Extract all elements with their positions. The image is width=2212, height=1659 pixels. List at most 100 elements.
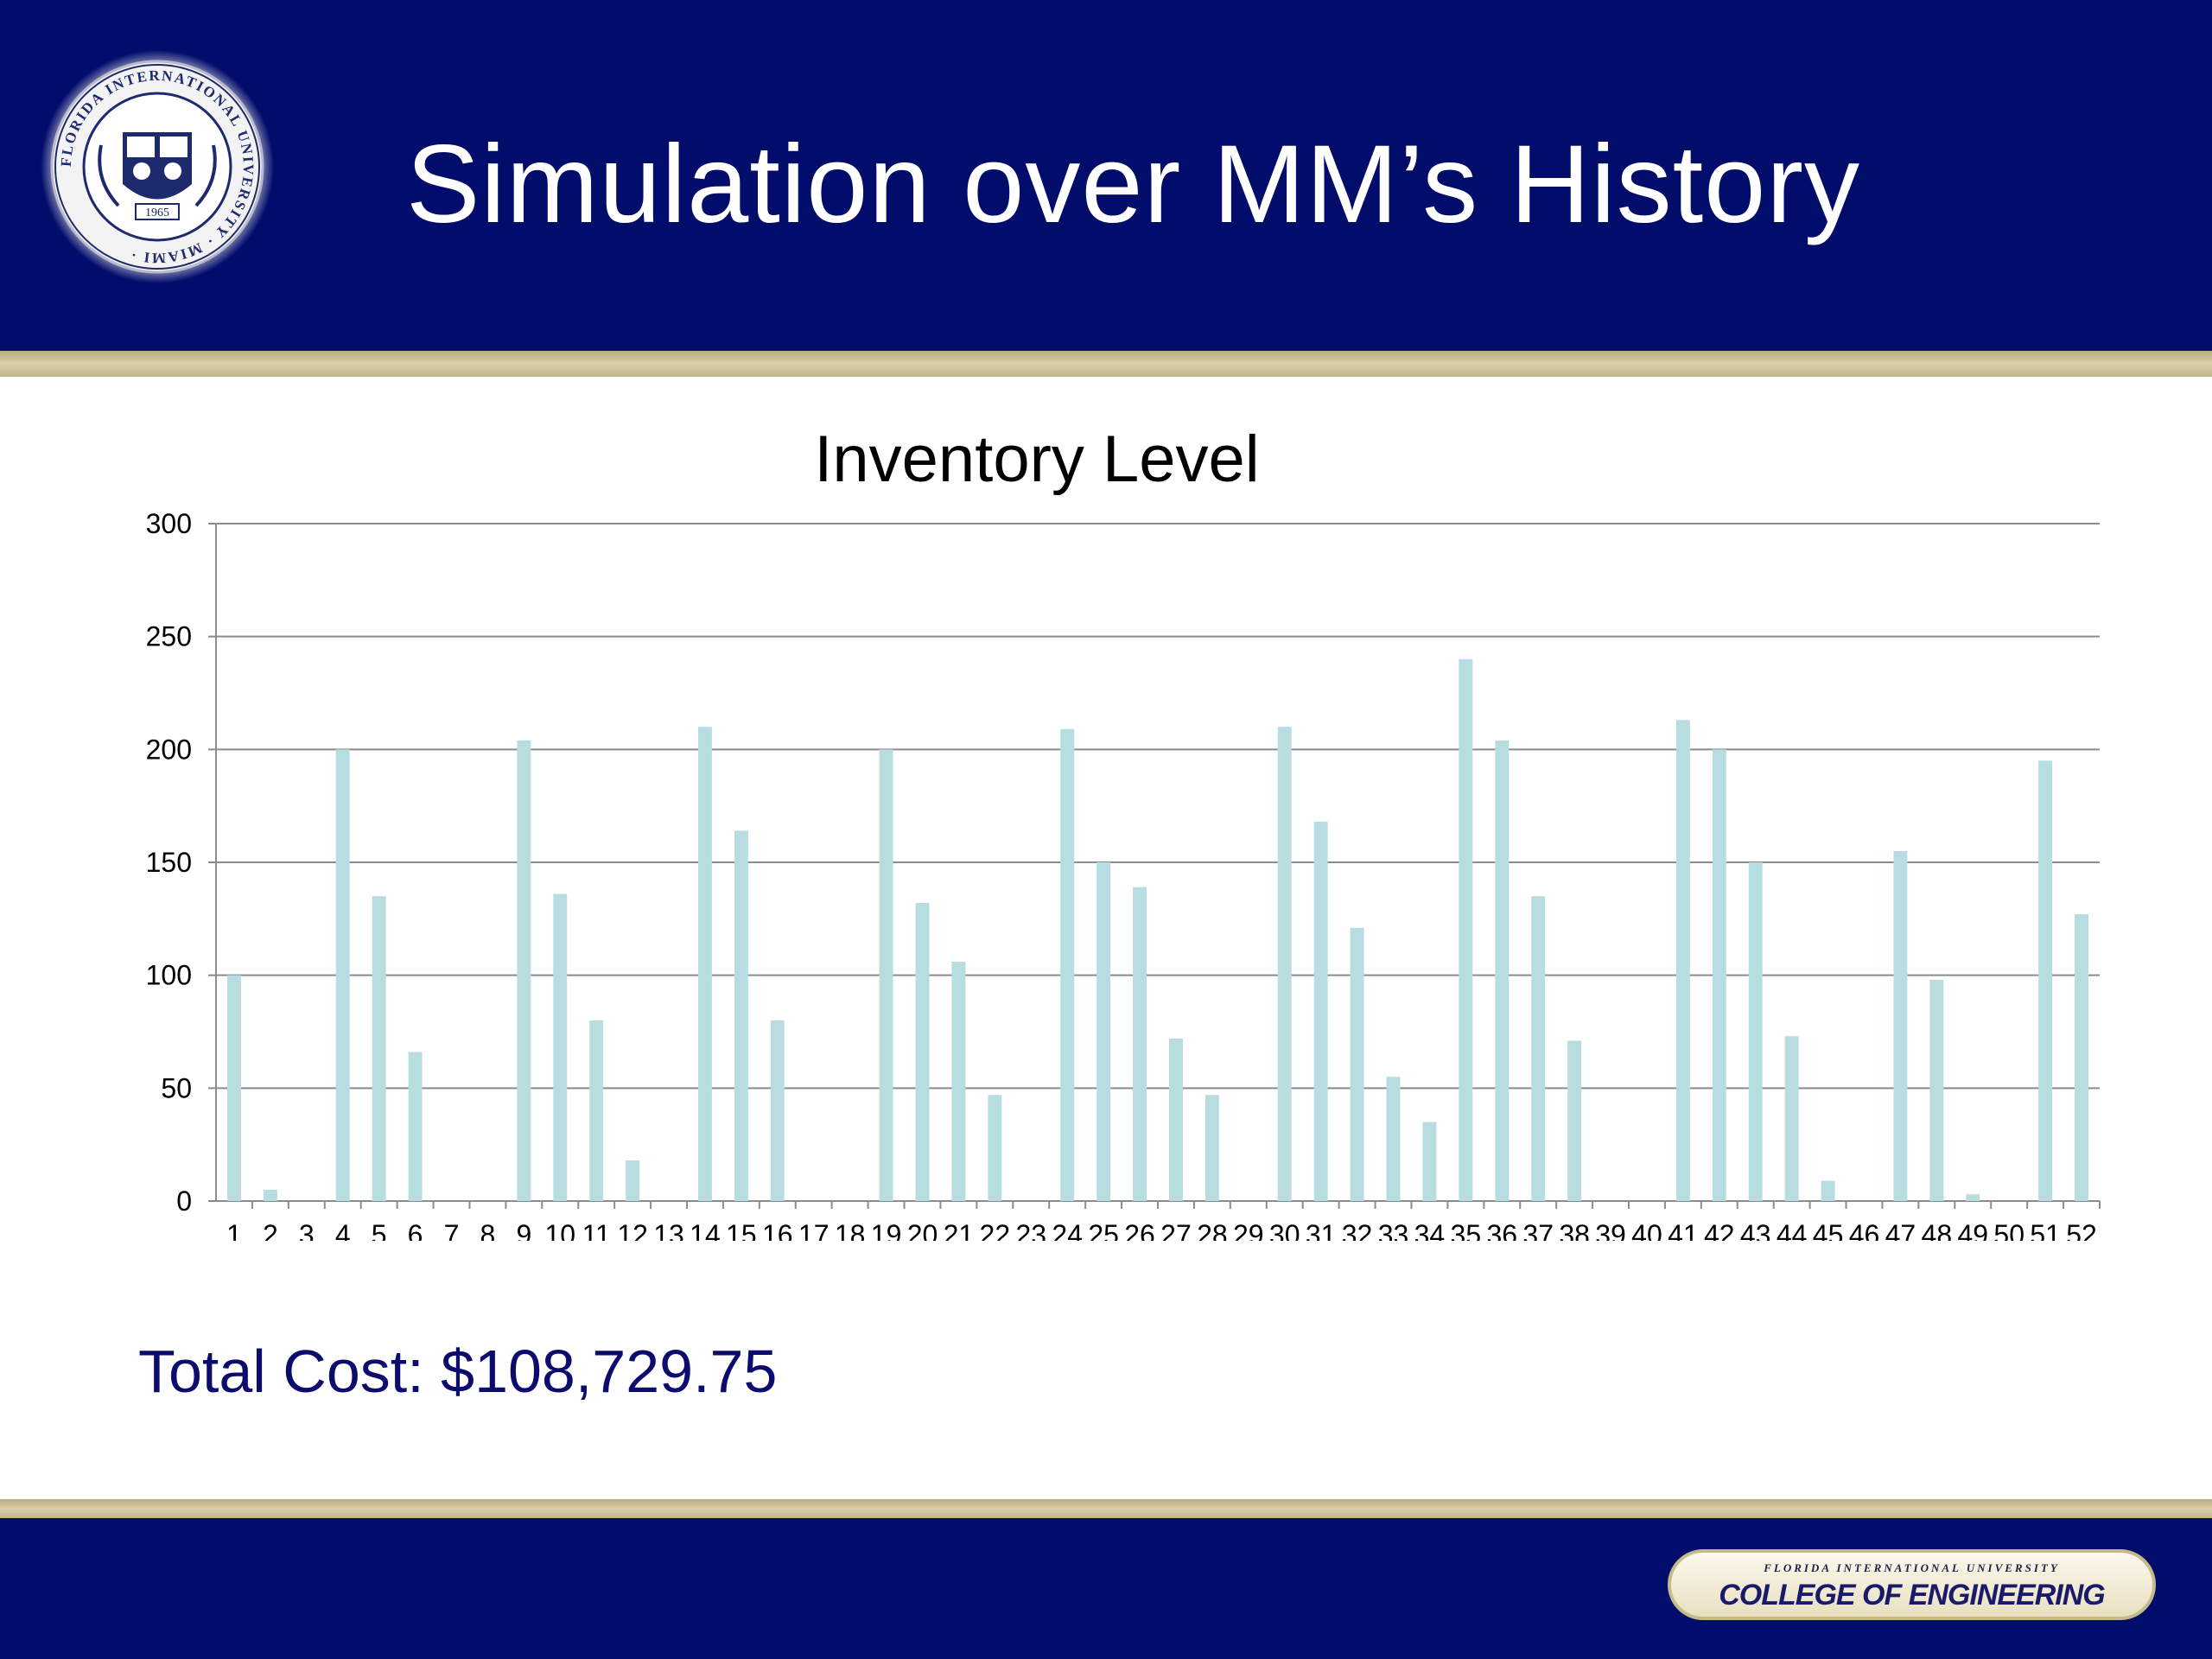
y-tick-label: 50 bbox=[161, 1072, 192, 1103]
x-tick-label: 1 bbox=[226, 1219, 242, 1241]
bar-week-49 bbox=[1966, 1194, 1980, 1201]
bar-week-19 bbox=[879, 749, 893, 1201]
y-tick-label: 100 bbox=[146, 960, 192, 991]
badge-university-text: FLORIDA INTERNATIONAL UNIVERSITY bbox=[1764, 1561, 2060, 1574]
bar-week-48 bbox=[1929, 979, 1944, 1201]
footer-gold-stripe bbox=[0, 1499, 2212, 1518]
x-tick-label: 21 bbox=[944, 1219, 975, 1241]
x-tick-label: 35 bbox=[1451, 1219, 1482, 1241]
x-tick-label: 9 bbox=[516, 1219, 531, 1241]
total-cost-text: Total Cost: $108,729.75 bbox=[138, 1338, 778, 1405]
x-tick-label: 2 bbox=[263, 1219, 278, 1241]
x-tick-label: 6 bbox=[408, 1219, 423, 1241]
x-tick-label: 32 bbox=[1342, 1219, 1373, 1241]
x-tick-label: 27 bbox=[1160, 1219, 1192, 1241]
y-tick-label: 0 bbox=[176, 1185, 192, 1217]
bar-week-28 bbox=[1205, 1095, 1219, 1201]
bar-week-14 bbox=[697, 727, 712, 1201]
bar-week-11 bbox=[589, 1020, 604, 1201]
bar-week-45 bbox=[1821, 1180, 1835, 1201]
bar-week-44 bbox=[1784, 1036, 1799, 1201]
college-of-engineering-logo: FLORIDA INTERNATIONAL UNIVERSITY COLLEGE… bbox=[1668, 1549, 2156, 1620]
x-tick-label: 46 bbox=[1849, 1219, 1880, 1241]
bar-week-41 bbox=[1675, 720, 1690, 1201]
x-tick-label: 49 bbox=[1957, 1219, 1988, 1241]
university-seal-logo: FLORIDA INTERNATIONAL UNIVERSITY · MIAMI… bbox=[41, 50, 274, 283]
x-tick-label: 34 bbox=[1414, 1219, 1446, 1241]
bar-week-27 bbox=[1168, 1038, 1183, 1201]
x-tick-label: 18 bbox=[835, 1219, 866, 1241]
x-tick-label: 5 bbox=[372, 1219, 387, 1241]
x-tick-label: 3 bbox=[299, 1219, 315, 1241]
bar-week-26 bbox=[1133, 887, 1147, 1201]
bar-week-36 bbox=[1495, 740, 1510, 1201]
x-tick-label: 24 bbox=[1052, 1219, 1083, 1241]
x-tick-label: 16 bbox=[762, 1219, 793, 1241]
x-tick-label: 10 bbox=[544, 1219, 575, 1241]
bar-week-31 bbox=[1313, 821, 1328, 1201]
bar-week-32 bbox=[1350, 927, 1364, 1201]
bar-week-22 bbox=[988, 1095, 1002, 1201]
x-tick-label: 50 bbox=[1993, 1219, 2024, 1241]
x-tick-label: 30 bbox=[1269, 1219, 1300, 1241]
x-tick-label: 20 bbox=[907, 1219, 938, 1241]
chart-title: Inventory Level bbox=[814, 423, 1260, 496]
bar-week-42 bbox=[1712, 749, 1726, 1201]
x-tick-label: 39 bbox=[1595, 1219, 1626, 1241]
x-tick-label: 52 bbox=[2066, 1219, 2097, 1241]
x-tick-label: 38 bbox=[1559, 1219, 1590, 1241]
x-tick-label: 43 bbox=[1740, 1219, 1771, 1241]
x-tick-label: 44 bbox=[1777, 1219, 1808, 1241]
bar-week-37 bbox=[1531, 896, 1546, 1201]
x-tick-label: 29 bbox=[1233, 1219, 1264, 1241]
x-tick-label: 15 bbox=[726, 1219, 757, 1241]
bar-week-35 bbox=[1459, 658, 1473, 1201]
x-tick-label: 4 bbox=[335, 1219, 351, 1241]
bar-week-34 bbox=[1422, 1122, 1437, 1201]
x-tick-label: 37 bbox=[1522, 1219, 1554, 1241]
x-tick-label: 28 bbox=[1197, 1219, 1228, 1241]
x-tick-label: 41 bbox=[1668, 1219, 1699, 1241]
header-gold-stripe bbox=[0, 351, 2212, 377]
x-tick-label: 33 bbox=[1378, 1219, 1409, 1241]
x-tick-label: 11 bbox=[582, 1219, 611, 1241]
x-tick-label: 13 bbox=[653, 1219, 684, 1241]
x-tick-label: 19 bbox=[871, 1219, 902, 1241]
bar-week-2 bbox=[263, 1189, 277, 1201]
x-tick-label: 42 bbox=[1704, 1219, 1735, 1241]
bar-week-10 bbox=[553, 893, 568, 1201]
bar-week-6 bbox=[408, 1052, 423, 1201]
bar-week-4 bbox=[335, 749, 350, 1201]
bar-week-43 bbox=[1748, 862, 1763, 1201]
x-tick-label: 26 bbox=[1124, 1219, 1155, 1241]
x-tick-label: 25 bbox=[1088, 1219, 1119, 1241]
slide-title: Simulation over MM’s History bbox=[406, 123, 1860, 246]
seal-year: 1965 bbox=[145, 207, 169, 219]
y-tick-label: 250 bbox=[146, 621, 192, 652]
bar-week-9 bbox=[517, 740, 531, 1201]
bar-week-38 bbox=[1567, 1040, 1582, 1201]
x-tick-label: 48 bbox=[1922, 1219, 1953, 1241]
x-tick-label: 7 bbox=[444, 1219, 460, 1241]
bar-week-12 bbox=[626, 1160, 640, 1201]
x-tick-label: 23 bbox=[1015, 1219, 1046, 1241]
bar-week-33 bbox=[1386, 1077, 1401, 1201]
y-tick-label: 150 bbox=[146, 847, 192, 878]
badge-college-text: COLLEGE OF ENGINEERING bbox=[1719, 1579, 2105, 1611]
x-tick-label: 8 bbox=[480, 1219, 496, 1241]
x-tick-label: 47 bbox=[1885, 1219, 1916, 1241]
y-tick-label: 300 bbox=[146, 508, 192, 539]
x-tick-label: 14 bbox=[690, 1219, 721, 1241]
bar-week-24 bbox=[1060, 728, 1075, 1201]
bar-week-52 bbox=[2075, 914, 2089, 1201]
bar-week-1 bbox=[226, 975, 241, 1201]
x-tick-label: 31 bbox=[1306, 1219, 1337, 1241]
x-tick-label: 40 bbox=[1631, 1219, 1662, 1241]
x-tick-label: 12 bbox=[617, 1219, 648, 1241]
x-tick-label: 36 bbox=[1486, 1219, 1517, 1241]
bar-week-21 bbox=[951, 961, 966, 1201]
x-tick-label: 17 bbox=[798, 1219, 830, 1241]
bar-week-47 bbox=[1893, 850, 1908, 1201]
x-tick-label: 45 bbox=[1813, 1219, 1844, 1241]
